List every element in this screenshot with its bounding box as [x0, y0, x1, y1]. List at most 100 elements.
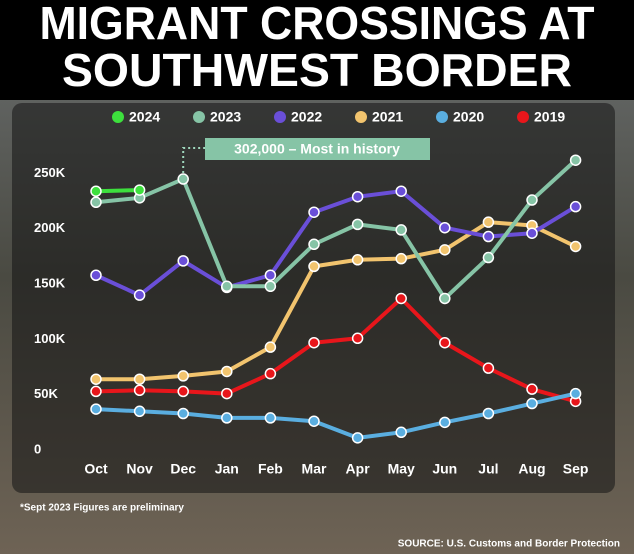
data-point [90, 196, 102, 209]
panel [12, 103, 615, 493]
x-tick-label: Jul [478, 461, 498, 477]
data-point [482, 216, 495, 228]
x-tick-label: May [388, 461, 415, 477]
x-tick-label: Feb [258, 461, 283, 477]
legend-label: 2024 [129, 109, 160, 125]
data-point [133, 373, 146, 385]
legend-marker [193, 111, 205, 123]
legend-marker [112, 111, 124, 123]
y-tick-label: 250K [34, 165, 66, 180]
x-tick-label: Mar [302, 461, 327, 477]
data-point [395, 252, 407, 265]
y-tick-label: 200K [34, 220, 66, 235]
x-tick-label: Jan [215, 461, 239, 477]
data-point [569, 154, 582, 166]
data-point [308, 260, 320, 273]
data-point [221, 280, 233, 293]
data-point [569, 240, 582, 253]
series-line [95, 188, 140, 194]
data-point [177, 173, 189, 185]
data-point [264, 367, 277, 380]
series-line [95, 296, 577, 404]
data-point [439, 244, 451, 256]
y-tick-label: 150K [34, 276, 66, 291]
data-point [569, 387, 582, 400]
data-point [90, 269, 102, 282]
data-point [177, 407, 189, 420]
footnote: *Sept 2023 Figures are preliminary [20, 503, 184, 514]
data-point [526, 227, 538, 239]
data-point [482, 407, 495, 420]
x-tick-label: Sep [563, 461, 589, 477]
legend-marker [355, 111, 367, 123]
data-point [90, 373, 102, 385]
data-point [221, 365, 233, 378]
data-point [177, 385, 189, 398]
legend-label: 2019 [534, 109, 565, 125]
x-tick-label: Oct [84, 461, 108, 477]
data-point [526, 194, 538, 206]
x-tick-label: Aug [518, 461, 545, 477]
data-point [177, 255, 189, 267]
y-tick-label: 50K [34, 386, 58, 401]
data-point [308, 238, 320, 251]
legend-marker [517, 111, 529, 123]
annotation-box [205, 138, 430, 160]
data-point [264, 341, 277, 353]
data-point [395, 224, 407, 236]
data-point [133, 384, 146, 397]
chart-title: MIGRANT CROSSINGS AT [40, 0, 595, 49]
data-point [351, 190, 364, 203]
chart-title: SOUTHWEST BORDER [62, 44, 572, 96]
data-point [221, 412, 233, 424]
legend-label: 2021 [372, 109, 403, 125]
series-line [95, 391, 577, 440]
series-line [95, 158, 577, 301]
x-tick-label: Apr [346, 461, 371, 477]
data-point [133, 405, 146, 418]
x-tick-label: Dec [170, 461, 196, 477]
data-point [90, 185, 102, 197]
legend-label: 2022 [291, 109, 322, 125]
y-tick-label: 0 [34, 441, 41, 456]
data-point [264, 269, 277, 282]
annotation: 302,000 – Most in history [234, 141, 400, 157]
data-point [133, 289, 146, 301]
x-tick-label: Jun [432, 461, 457, 477]
legend-marker [436, 111, 448, 123]
data-point [482, 362, 495, 374]
data-point [221, 387, 233, 400]
legend-label: 2023 [210, 109, 241, 125]
series-line [96, 220, 577, 382]
data-point [351, 254, 364, 266]
y-tick-label: 100K [34, 331, 66, 346]
title-band [0, 0, 634, 100]
data-point [395, 185, 407, 197]
data-point [439, 336, 451, 349]
data-point [482, 251, 495, 264]
legend-marker [274, 111, 286, 123]
data-point [133, 184, 146, 196]
data-point [308, 415, 320, 427]
data-point [439, 416, 451, 429]
data-point [264, 280, 277, 293]
legend-label: 2020 [453, 109, 484, 125]
data-point [308, 336, 320, 349]
data-point [526, 383, 538, 395]
data-point [482, 230, 495, 243]
data-point [439, 221, 451, 234]
data-point [439, 292, 451, 305]
data-point [351, 218, 364, 231]
data-point [264, 412, 277, 424]
data-point [395, 426, 407, 439]
data-point [395, 292, 407, 305]
series-line [95, 189, 577, 298]
annotation-connector [182, 147, 205, 174]
data-point [177, 370, 189, 382]
data-point [308, 206, 320, 218]
source: SOURCE: U.S. Customs and Border Protecti… [398, 539, 620, 550]
data-point [90, 403, 102, 415]
x-tick-label: Nov [126, 461, 153, 477]
data-point [526, 397, 538, 410]
